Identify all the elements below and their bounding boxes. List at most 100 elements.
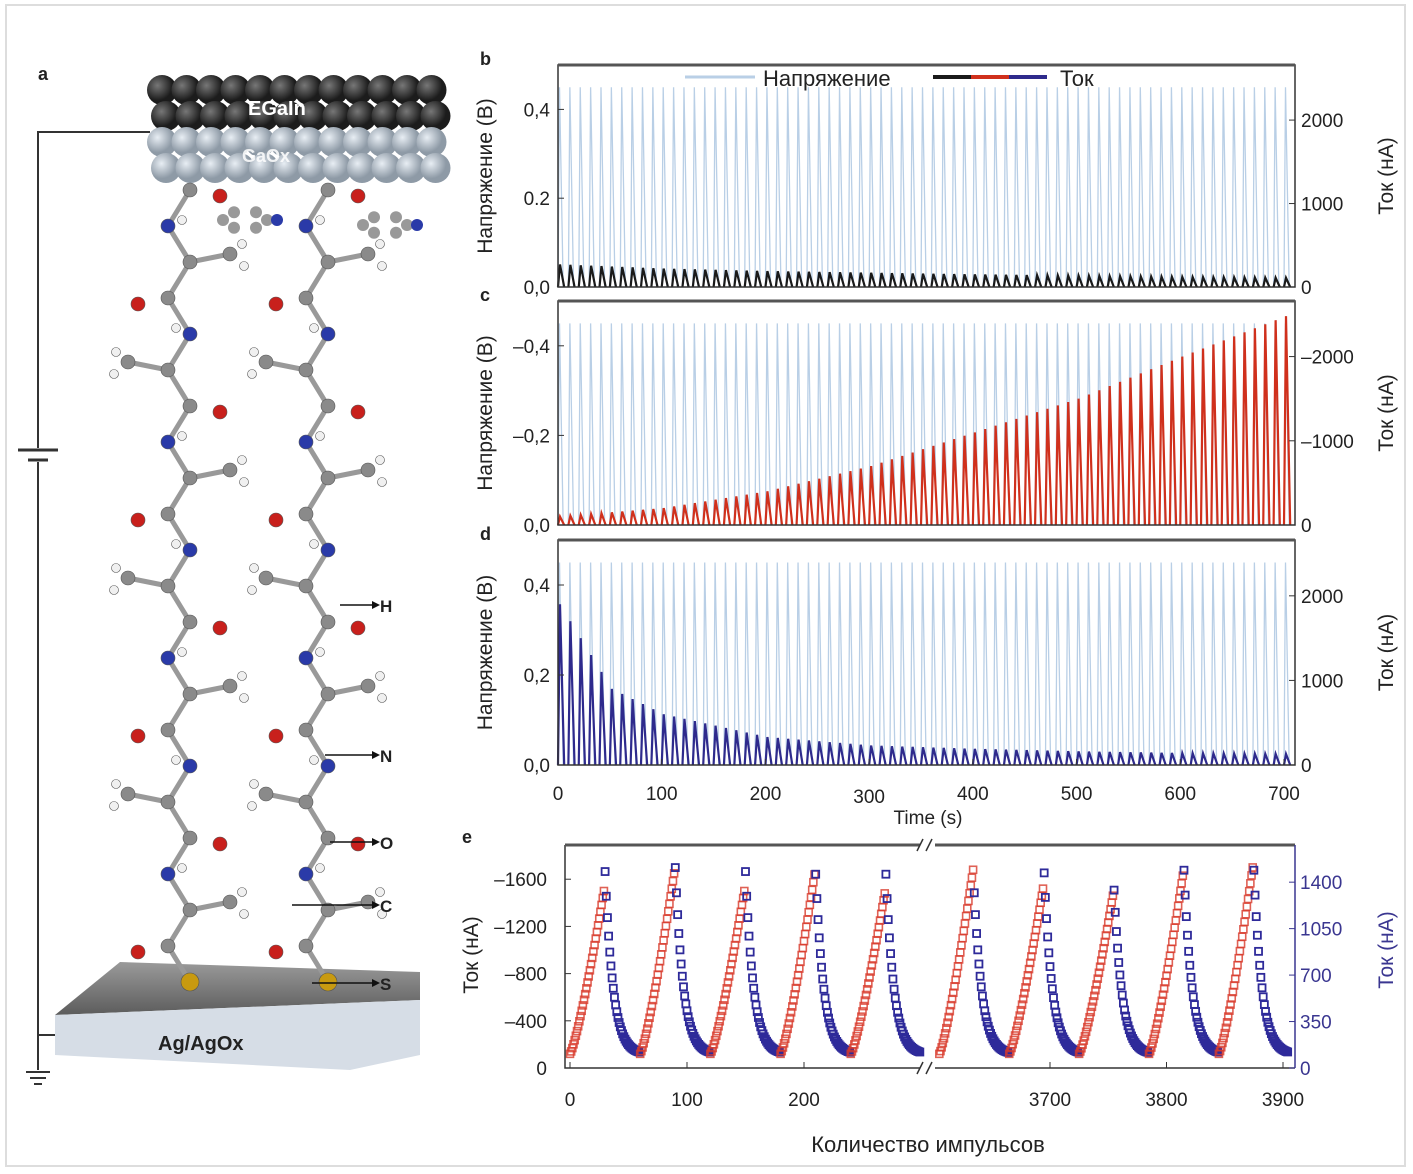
- ytick-label: –0,4: [513, 337, 550, 358]
- ring-atom: [368, 211, 380, 224]
- atom-H: [109, 585, 119, 595]
- blue-point: [746, 961, 756, 971]
- red-point: [959, 926, 969, 936]
- red-point: [1223, 1012, 1233, 1021]
- red-point: [668, 876, 678, 886]
- atom-C: [182, 398, 198, 414]
- red-point: [786, 1007, 796, 1017]
- gaox-sphere: [318, 127, 349, 157]
- blue-point: [881, 869, 891, 879]
- legend-voltage-label: Напряжение: [763, 66, 891, 91]
- egain-label: EGaIn: [248, 98, 306, 120]
- atom-H: [377, 477, 387, 487]
- ytick-label: –400: [505, 1012, 547, 1033]
- red-point: [943, 1018, 952, 1027]
- blue-point: [607, 973, 617, 983]
- atom-S: [180, 972, 200, 992]
- red-point: [866, 967, 875, 976]
- gaox-sphere: [171, 127, 202, 157]
- atom-H: [111, 563, 121, 573]
- red-point: [572, 1026, 582, 1036]
- blue-point: [982, 1017, 992, 1027]
- red-point: [639, 1038, 649, 1048]
- ytick-label: 0.2: [524, 189, 550, 210]
- gaox-sphere: [196, 127, 226, 157]
- blue-point: [981, 1012, 991, 1022]
- atom-N: [182, 326, 198, 342]
- atom-H: [375, 671, 385, 681]
- red-point: [955, 948, 965, 957]
- gaox-sphere: [269, 127, 300, 157]
- egain-sphere: [392, 75, 422, 105]
- blue-point: [683, 1012, 693, 1022]
- xtick-label: 100: [646, 784, 678, 805]
- gaox-sphere: [416, 127, 447, 157]
- egain-sphere: [147, 75, 177, 105]
- blue-point: [1109, 885, 1119, 895]
- blue-point: [976, 982, 986, 992]
- red-point: [1241, 910, 1251, 919]
- panel-label-a: a: [38, 64, 49, 84]
- blue-point: [887, 962, 897, 972]
- red-point: [717, 1006, 727, 1016]
- blue-point: [1115, 970, 1125, 980]
- egain-sphere: [151, 101, 181, 131]
- xlabel: Time (s): [894, 808, 963, 829]
- red-point: [1216, 1042, 1226, 1052]
- atom-H: [249, 347, 259, 357]
- red-point: [1093, 974, 1103, 983]
- atom-O: [130, 296, 146, 312]
- gaox-sphere: [420, 153, 451, 183]
- atom-C: [182, 470, 198, 486]
- red-point: [1236, 939, 1246, 949]
- blue-point: [817, 962, 826, 972]
- red-point: [800, 929, 810, 939]
- blue-point: [612, 1007, 622, 1017]
- egain-sphere: [420, 101, 451, 131]
- blue-point: [1046, 974, 1056, 983]
- figure-frame: [5, 4, 1406, 1167]
- xtick-label: 3800: [1145, 1090, 1187, 1111]
- atom-H: [111, 347, 121, 357]
- blue-point: [975, 971, 985, 981]
- blue-point: [1042, 914, 1051, 924]
- ring-atom: [217, 214, 229, 226]
- blue-point: [1249, 865, 1259, 875]
- atom-C: [120, 570, 136, 586]
- red-point: [710, 1035, 720, 1045]
- atom-label-C: C: [380, 897, 392, 916]
- y2tick-label: 1000: [1301, 195, 1343, 216]
- red-point: [1222, 1018, 1232, 1027]
- blue-point: [670, 863, 680, 872]
- red-point: [967, 873, 977, 882]
- red-point: [938, 1038, 948, 1048]
- ytick-label: 0,0: [524, 516, 550, 537]
- blue-point: [682, 1006, 692, 1016]
- blue-point: [1052, 1013, 1062, 1023]
- egain-sphere: [322, 101, 353, 131]
- red-point: [946, 1000, 956, 1010]
- blue-point: [893, 1007, 902, 1017]
- gaox-sphere: [224, 153, 255, 183]
- atom-H: [315, 431, 325, 441]
- red-point: [1094, 968, 1104, 978]
- y2tick-label: 0: [1301, 756, 1312, 777]
- blue-point: [980, 1006, 990, 1016]
- atom-label-O: O: [380, 834, 393, 853]
- red-point: [954, 955, 964, 964]
- red-point: [779, 1039, 789, 1048]
- blue-point: [972, 929, 982, 938]
- atom-H: [239, 477, 249, 487]
- atom-label-H: H: [380, 597, 392, 616]
- xtick-label: 3900: [1262, 1090, 1304, 1111]
- red-point: [1218, 1038, 1227, 1048]
- red-point: [880, 889, 890, 898]
- atom-H: [109, 801, 119, 811]
- blue-point: [1188, 992, 1198, 1002]
- atom-H: [171, 539, 181, 549]
- blue-point: [812, 894, 822, 903]
- atom-C: [222, 462, 238, 478]
- atom-O: [212, 404, 228, 420]
- blue-point: [1045, 962, 1055, 971]
